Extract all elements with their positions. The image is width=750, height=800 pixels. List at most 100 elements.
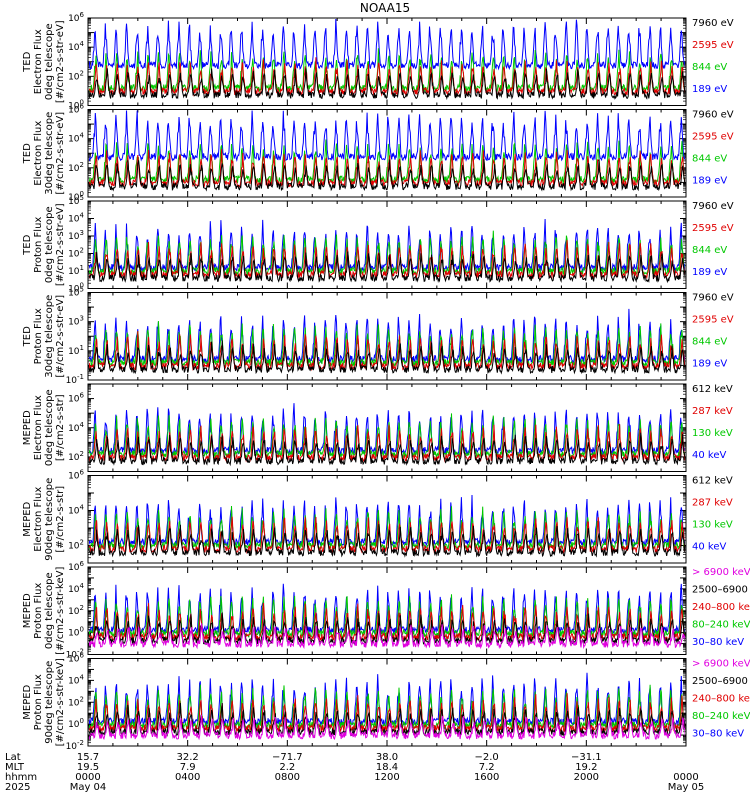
legend-entry: > 6900 keV [692,659,750,670]
orbit-footer: Lat 15.7 32.2 −71.7 38.0 −2.0 −31.1 MLT 19.5 7.9 2… [5,752,704,793]
footer-value: 2.2 [279,762,295,773]
footer-value: 7.2 [479,762,495,773]
legend-entry: 40 keV [692,542,726,553]
y-tick-label: 106 [68,11,84,24]
legend-entry: 130 keV [692,428,733,439]
y-tick-label: 104 [68,132,84,145]
y-axis-label: TEDElectron Flux0deg telescope[#/cm2-s-s… [22,20,66,103]
flux-traces [89,218,685,284]
y-axis-label: TEDProton Flux0deg telescope[#/cm2-s-str… [22,203,66,286]
flux-traces [89,308,685,375]
legend-entry: 844 eV [692,62,727,73]
footer-value: −2.0 [475,752,499,763]
flux-trace [89,251,685,284]
flux-trace [89,320,685,368]
y-axis-label: MEPEDElectron Flux0deg telescope[#/cm2-s… [22,389,66,466]
legend-entry: 7960 eV [692,110,734,121]
footer-value: 0800 [275,772,300,783]
footer-row-label: 2025 [5,782,30,793]
footer-value: 38.0 [376,752,398,763]
y-tick-label: 10-2 [66,739,84,752]
flux-traces [89,19,685,101]
flux-traces [89,672,685,741]
legend-entry: 844 eV [692,154,727,165]
y-tick-label: 106 [68,469,84,482]
y-axis-label: MEPEDElectron Flux90deg telescope[#/cm2-… [22,478,66,561]
legend-entry: 2595 eV [692,132,734,143]
y-tick-label: 106 [68,392,84,405]
y-tick-label: 102 [68,604,84,617]
flux-trace [89,672,685,727]
footer-row-label: hhmm [5,772,37,783]
flux-trace [89,139,685,185]
legend-entry: 189 eV [692,84,727,95]
flux-trace [89,594,685,639]
flux-trace [89,693,685,734]
flux-trace [89,612,685,646]
y-tick-label: 101 [68,344,84,357]
y-axis-label: TEDElectron Flux30deg telescope[#/cm2-s-… [22,112,66,195]
y-tick-label: 104 [68,212,84,225]
legend-entry: 80–240 keV [692,711,750,722]
y-tick-label: 104 [68,421,84,434]
footer-value: 32.2 [177,752,199,763]
legend-entry: 612 keV [692,476,733,487]
y-tick-label: 102 [68,247,84,260]
y-tick-label: 10-1 [66,373,84,386]
legend-entry: 844 eV [692,245,727,256]
y-tick-label: 103 [68,229,84,242]
flux-trace [89,583,685,636]
y-tick-label: 104 [68,40,84,53]
footer-value: 0000 [75,772,100,783]
flux-trace [89,19,685,71]
flux-trace [89,602,685,643]
legend-entry: 130 keV [692,520,733,531]
flux-trace [89,68,685,101]
legend-entry: > 6900 keV [692,567,750,578]
flux-trace [89,57,685,97]
flux-trace [89,524,685,558]
y-axis-label: MEPEDProton Flux0deg telescope[#/cm2-s-s… [22,567,66,655]
flux-trace [89,505,685,551]
y-axis-label: TEDProton Flux30deg telescope[#/cm2-s-st… [22,295,66,378]
footer-value: 7.9 [180,762,196,773]
legend-entry: 2500–6900 [692,676,748,687]
footer-row-label: MLT [5,762,25,773]
footer-value: May 05 [668,782,705,793]
legend-entry: 2595 eV [692,315,734,326]
legend-entry: 612 keV [692,384,733,395]
footer-value: 2000 [574,772,599,783]
footer-row-label: Lat [5,752,21,763]
y-tick-label: 104 [68,504,84,517]
flux-trace [89,403,685,456]
legend-entry: 7960 eV [692,201,734,212]
footer-value: 18.4 [376,762,398,773]
flux-trace [89,432,685,467]
legend-entry: 240–800 ke [692,694,750,705]
legend-entry: 2500–6900 [692,585,748,596]
footer-value: 19.2 [575,762,597,773]
flux-trace [89,623,685,650]
flux-traces [89,110,685,192]
footer-value: 0000 [673,772,698,783]
legend-entry: 80–240 keV [692,620,750,631]
y-axis-label: MEPEDProton Flux90deg telescope[#/cm2-s-… [22,658,66,746]
y-tick-label: 100 [68,626,84,639]
footer-value: −71.7 [272,752,303,763]
legend-entry: 7960 eV [692,18,734,29]
footer-value: −31.1 [571,752,602,763]
legend-entry: 287 keV [692,406,733,417]
legend-entry: 189 eV [692,267,727,278]
legend-entry: 7960 eV [692,293,734,304]
y-tick-label: 102 [68,539,84,552]
legend-entry: 189 eV [692,359,727,370]
